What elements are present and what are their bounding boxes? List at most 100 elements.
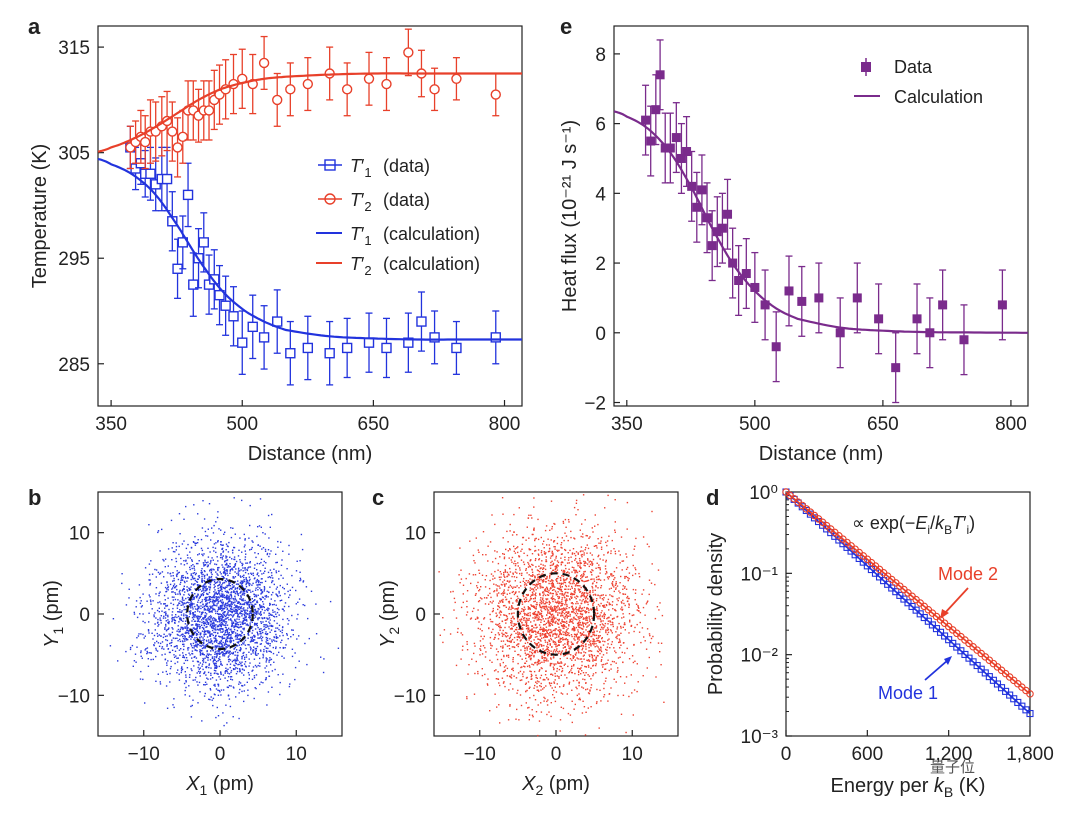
panel-c-point <box>562 597 563 598</box>
panel-b-xtick-label: −10 <box>128 744 160 765</box>
panel-b-point <box>279 635 280 636</box>
panel-b-point <box>265 581 266 582</box>
panel-b-point <box>184 663 185 664</box>
panel-c-point <box>558 663 559 664</box>
panel-c-point <box>572 553 573 554</box>
panel-b-point <box>233 598 234 599</box>
panel-b-point <box>209 616 210 617</box>
panel-c-point <box>551 616 552 617</box>
panel-b-point <box>242 613 243 614</box>
panel-c-point <box>539 614 540 615</box>
panel-b-point <box>210 586 211 587</box>
panel-b-point <box>235 667 236 668</box>
panel-b-point <box>275 562 276 563</box>
panel-e-xlabel: Distance (nm) <box>759 443 883 465</box>
panel-b-point <box>226 578 227 579</box>
panel-b-point <box>160 603 161 604</box>
panel-b-point <box>241 662 242 663</box>
panel-b-point <box>213 622 214 623</box>
panel-b-point <box>227 612 228 613</box>
panel-b-point <box>209 597 210 598</box>
panel-c-point <box>513 657 514 658</box>
panel-b-point <box>201 720 202 721</box>
panel-b-point <box>260 611 261 612</box>
panel-b-point <box>235 606 236 607</box>
panel-b-point <box>244 593 245 594</box>
panel-b-point <box>170 603 171 604</box>
panel-c-point <box>489 588 490 589</box>
panel-c-xtick-label: 10 <box>622 744 643 765</box>
panel-b-point <box>214 673 215 674</box>
panel-b-point <box>148 579 149 580</box>
panel-b-point <box>199 577 200 578</box>
panel-b-point <box>247 624 248 625</box>
panel-b-point <box>235 613 236 614</box>
panel-b-point <box>300 578 301 579</box>
panel-b-point <box>169 643 170 644</box>
panel-c-point <box>526 677 527 678</box>
panel-c-point <box>607 577 608 578</box>
panel-c-point <box>567 666 568 667</box>
panel-b-point <box>244 657 245 658</box>
panel-c-point <box>548 634 549 635</box>
panel-c-point <box>540 702 541 703</box>
panel-c-point <box>529 578 530 579</box>
panel-c-point <box>588 610 589 611</box>
panel-c-point <box>498 638 499 639</box>
panel-c-point <box>466 696 467 697</box>
panel-b-point <box>179 609 180 610</box>
panel-c-point <box>502 553 503 554</box>
panel-b-point <box>189 567 190 568</box>
panel-b-point <box>203 659 204 660</box>
panel-c-point <box>604 694 605 695</box>
panel-c-point <box>637 605 638 606</box>
panel-b-point <box>264 586 265 587</box>
panel-a-xtick-label: 500 <box>226 414 258 435</box>
panel-b-point <box>223 642 224 643</box>
panel-c-point <box>457 632 458 633</box>
panel-b-point <box>161 654 162 655</box>
panel-b-point <box>159 634 160 635</box>
panel-b-point <box>213 525 214 526</box>
panel-b-point <box>196 563 197 564</box>
panel-b-point <box>257 574 258 575</box>
panel-b-point <box>221 584 222 585</box>
panel-b-point <box>174 587 175 588</box>
panel-c-point <box>540 619 541 620</box>
panel-b-point <box>192 705 193 706</box>
panel-b-point <box>185 621 186 622</box>
panel-c-point <box>474 645 475 646</box>
panel-c-point <box>505 670 506 671</box>
panel-b-point <box>203 642 204 643</box>
panel-c-point <box>533 497 534 498</box>
panel-c-point <box>509 704 510 705</box>
panel-b-point <box>230 706 231 707</box>
panel-b-point <box>243 610 244 611</box>
panel-c-point <box>569 615 570 616</box>
panel-a-point-t2 <box>430 85 439 94</box>
panel-b-point <box>141 600 142 601</box>
panel-c-point <box>613 618 614 619</box>
panel-b-point <box>261 548 262 549</box>
panel-b-point <box>175 566 176 567</box>
panel-b-point <box>162 571 163 572</box>
panel-b-point <box>238 593 239 594</box>
panel-b-point <box>163 576 164 577</box>
panel-b-point <box>243 655 244 656</box>
panel-c-point <box>503 537 504 538</box>
panel-b-point <box>206 597 207 598</box>
panel-b-point <box>164 654 165 655</box>
panel-b-point <box>225 641 226 642</box>
panel-c-point <box>488 628 489 629</box>
panel-b-point <box>217 567 218 568</box>
panel-b-point <box>229 599 230 600</box>
panel-b-point <box>148 630 149 631</box>
panel-b-point <box>210 615 211 616</box>
panel-c-point <box>593 644 594 645</box>
panel-b-point <box>240 626 241 627</box>
panel-c-point <box>567 617 568 618</box>
panel-c-point <box>584 602 585 603</box>
panel-c-point <box>496 551 497 552</box>
panel-b-point <box>260 644 261 645</box>
